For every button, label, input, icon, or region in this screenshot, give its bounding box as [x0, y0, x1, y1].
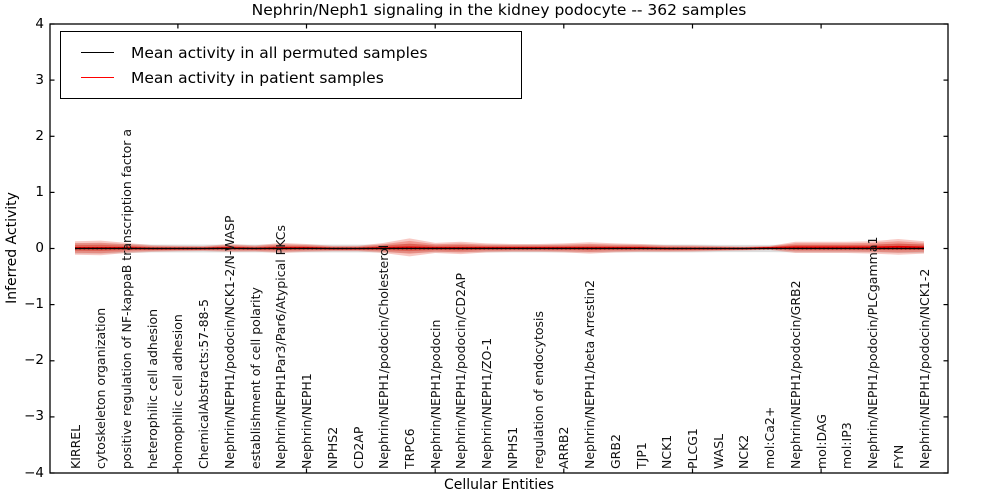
- x-tick-label: TJP1: [633, 442, 649, 469]
- x-tick-label: NCK1: [659, 434, 675, 469]
- x-tick-label: NCK2: [736, 434, 752, 469]
- y-tick-label: −1: [24, 296, 44, 313]
- legend: Mean activity in all permuted samples Me…: [60, 31, 522, 99]
- patient-line-swatch: [81, 77, 114, 78]
- x-tick-label: positive regulation of NF-kappaB transcr…: [118, 128, 134, 469]
- x-tick-label: mol:DAG: [813, 414, 829, 469]
- legend-label: Mean activity in patient samples: [131, 68, 384, 87]
- x-tick-label: mol:Ca2+: [762, 406, 778, 469]
- x-tick-label: FYN: [890, 444, 906, 469]
- x-tick-label: Nephrin/NEPH1/podocin/Cholesterol: [376, 244, 392, 469]
- x-tick-label: Nephrin/NEPH1: [299, 373, 315, 469]
- x-tick-label: Nephrin/NEPH1/beta Arrestin2: [582, 280, 598, 469]
- x-tick-label: NPHS1: [504, 426, 520, 469]
- x-tick-label: regulation of endocytosis: [530, 311, 546, 469]
- x-tick-label: Nephrin/NEPH1Par3/Par6/Atypical PKCs: [273, 225, 289, 469]
- x-tick-label: Nephrin/NEPH1/podocin/GRB2: [787, 280, 803, 469]
- x-tick-label: ChemicalAbstracts:57-88-5: [196, 299, 212, 469]
- x-tick-label: Nephrin/NEPH1/podocin/NCK1-2/N-WASP: [221, 215, 237, 469]
- y-tick-label: 1: [35, 183, 44, 200]
- y-tick-label: −2: [24, 352, 44, 369]
- x-tick-label: cytoskeleton organization: [93, 307, 109, 469]
- x-tick-label: KIRREL: [67, 424, 83, 469]
- x-tick-label: Nephrin/NEPH1/podocin: [427, 319, 443, 469]
- x-tick-label: Nephrin/NEPH1/podocin/PLCgamma1: [865, 236, 881, 469]
- y-tick-label: −4: [24, 464, 44, 481]
- x-tick-label: Nephrin/NEPH1/podocin/NCK1-2: [916, 268, 932, 469]
- legend-item-patient: Mean activity in patient samples: [61, 69, 521, 87]
- x-tick-label: Nephrin/NEPH1/ZO-1: [479, 337, 495, 469]
- legend-label: Mean activity in all permuted samples: [131, 43, 428, 62]
- legend-item-permuted: Mean activity in all permuted samples: [61, 44, 521, 62]
- x-tick-label: PLCG1: [684, 428, 700, 469]
- x-tick-label: WASL: [710, 433, 726, 469]
- x-tick-label: mol:IP3: [839, 422, 855, 469]
- x-tick-label: CD2AP: [350, 426, 366, 469]
- x-tick-label: Nephrin/NEPH1/podocin/CD2AP: [453, 272, 469, 469]
- y-tick-label: 3: [35, 71, 44, 88]
- x-tick-label: heterophilic cell adhesion: [144, 308, 160, 469]
- chart-title: Nephrin/Neph1 signaling in the kidney po…: [251, 1, 747, 19]
- permuted-line-swatch: [81, 52, 114, 53]
- y-tick-label: 0: [35, 240, 44, 256]
- x-tick-label: TRPC6: [401, 428, 417, 469]
- x-tick-label: establishment of cell polarity: [247, 287, 263, 469]
- x-tick-label: NPHS2: [324, 426, 340, 469]
- x-tick-label: homophilic cell adhesion: [170, 314, 186, 469]
- y-tick-label: 2: [35, 127, 44, 144]
- y-tick-label: 4: [35, 15, 44, 32]
- x-axis-label: Cellular Entities: [443, 477, 555, 493]
- x-tick-label: ARRB2: [556, 426, 572, 469]
- y-tick-label: −3: [24, 408, 44, 425]
- x-tick-label: GRB2: [607, 434, 623, 469]
